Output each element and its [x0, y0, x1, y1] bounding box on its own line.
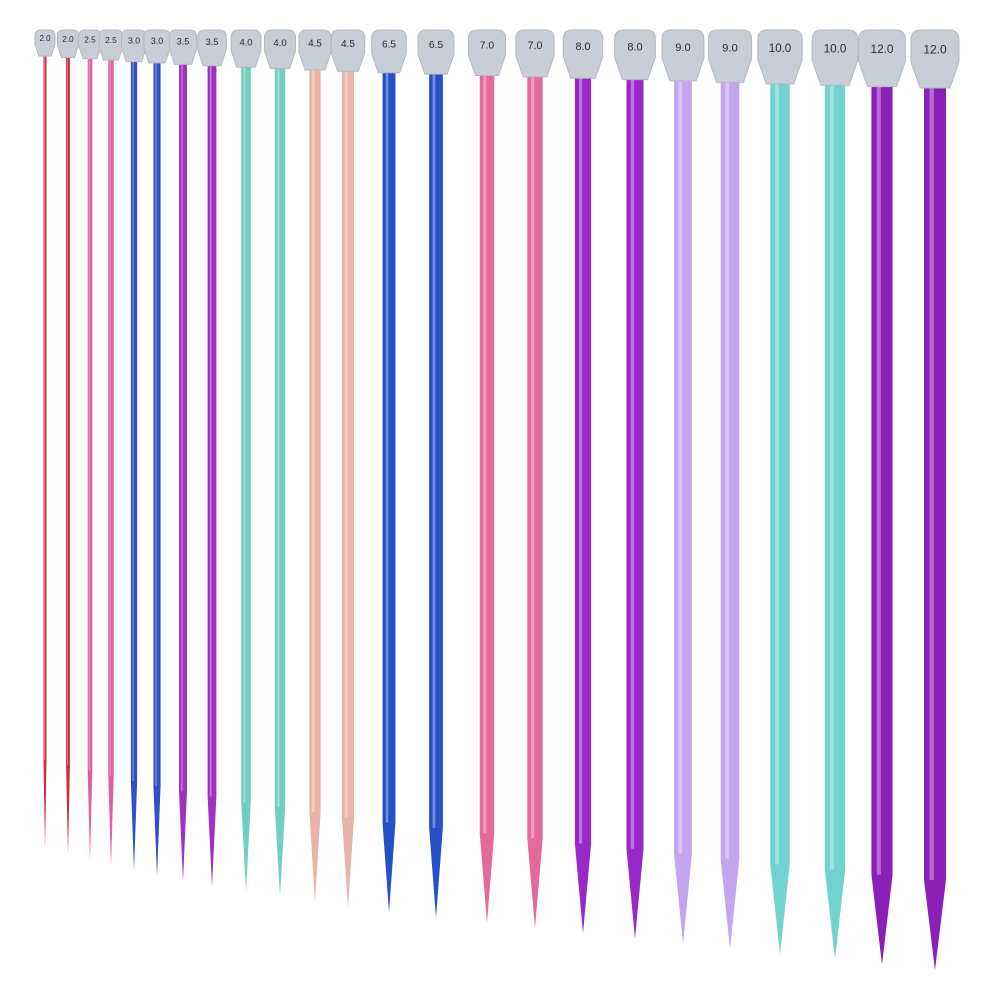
- needle-shaft: [309, 65, 321, 903]
- needle: 3.5: [197, 29, 227, 887]
- size-label: 4.5: [308, 39, 321, 50]
- needle: 4.0: [230, 29, 262, 892]
- needle-cap: [707, 29, 753, 83]
- needle-cap: [661, 29, 705, 82]
- needle-shaft: [130, 57, 138, 871]
- needle-cap: [858, 29, 906, 88]
- needle-shaft: [674, 77, 692, 944]
- needle-shaft: [241, 63, 251, 892]
- needle-shaft: [770, 79, 790, 955]
- needle: 4.5: [330, 29, 366, 908]
- needle: 2.5: [78, 29, 102, 861]
- needle-cap: [417, 29, 455, 75]
- needle: 10.0: [757, 29, 803, 955]
- needle-shaft: [720, 78, 740, 950]
- needle-shaft: [274, 64, 286, 897]
- needle-cap: [168, 29, 198, 65]
- needle: 6.5: [371, 29, 407, 913]
- size-label: 10.0: [824, 42, 847, 55]
- needle-cap: [811, 29, 859, 86]
- size-label: 2.5: [84, 34, 96, 44]
- needle-cap: [330, 29, 366, 72]
- needle: 2.5: [98, 29, 124, 866]
- needle: 8.0: [562, 29, 604, 934]
- needle-cap: [298, 29, 332, 71]
- needle: 12.0: [858, 29, 906, 965]
- needle-cap: [98, 29, 124, 61]
- size-label: 6.5: [429, 40, 444, 51]
- size-label: 3.0: [151, 36, 163, 46]
- needle: 7.0: [515, 29, 555, 929]
- size-label: 7.0: [528, 40, 543, 52]
- size-label: 2.0: [39, 34, 51, 43]
- needle-shaft: [153, 58, 161, 877]
- needle-shaft: [871, 82, 893, 965]
- needle-shaft: [341, 67, 355, 908]
- size-label: 4.5: [341, 39, 355, 50]
- needle: 2.0: [34, 29, 56, 850]
- needle-shaft: [43, 52, 47, 850]
- needle-cap: [121, 29, 147, 63]
- size-label: 4.0: [273, 38, 286, 49]
- needle-shaft: [66, 53, 70, 856]
- needle-cap: [562, 29, 604, 79]
- needle-shaft: [108, 56, 114, 866]
- needle: 9.0: [661, 29, 705, 944]
- needle: 10.0: [811, 29, 859, 960]
- needle: 8.0: [614, 29, 656, 939]
- size-label: 3.5: [177, 36, 190, 46]
- needle: 4.5: [298, 29, 332, 903]
- needle-cap: [230, 29, 262, 68]
- size-label: 4.0: [239, 36, 252, 47]
- needle-shaft: [574, 74, 592, 934]
- needle-cap: [371, 29, 407, 74]
- needle: 2.0: [56, 29, 80, 856]
- needle: 12.0: [910, 29, 960, 970]
- needle-cap: [264, 29, 296, 70]
- needle-cap: [78, 29, 102, 60]
- needle-shaft: [382, 68, 396, 913]
- needle-cap: [34, 29, 56, 57]
- needle-shaft: [626, 75, 644, 939]
- needle-cap: [143, 29, 171, 64]
- needle: 9.0: [707, 29, 753, 950]
- needle-set: 2.0 2.0 2.5 2.5 3.0 3.0 3.5 3.5 4.0 4.0 4.5 4.5 6.5 6…: [34, 29, 960, 970]
- needle-cap: [56, 29, 80, 58]
- needle: 3.0: [143, 29, 171, 877]
- needle-shaft: [429, 70, 443, 918]
- size-label: 3.5: [206, 37, 219, 47]
- needle-cap: [197, 29, 227, 67]
- size-label: 8.0: [575, 41, 590, 53]
- needle-shaft: [479, 71, 495, 924]
- needle-cap: [910, 29, 960, 89]
- needle-cap: [467, 29, 507, 76]
- size-label: 10.0: [769, 43, 791, 55]
- needle: 3.5: [168, 29, 198, 882]
- size-label: 9.0: [722, 42, 738, 54]
- size-label: 7.0: [480, 41, 495, 52]
- needle: 3.0: [121, 29, 147, 871]
- size-label: 12.0: [923, 42, 947, 56]
- needle-cap: [515, 29, 555, 78]
- needle-shaft: [87, 54, 93, 861]
- needle-shaft: [179, 60, 187, 882]
- needle-cap: [757, 29, 803, 85]
- size-label: 2.0: [62, 35, 74, 44]
- size-label: 3.0: [128, 35, 140, 45]
- needle: 6.5: [417, 29, 455, 918]
- size-label: 6.5: [382, 40, 396, 51]
- size-label: 8.0: [627, 41, 642, 53]
- needle-shaft: [527, 72, 543, 929]
- size-label: 12.0: [871, 42, 894, 56]
- size-label: 2.5: [105, 35, 117, 45]
- needle-cap: [614, 29, 656, 81]
- needle: 4.0: [264, 29, 296, 897]
- needle-shaft: [207, 61, 217, 887]
- needle: 7.0: [467, 29, 507, 924]
- size-label: 9.0: [675, 42, 690, 54]
- needle-shaft: [824, 81, 846, 960]
- needle-shaft: [924, 84, 946, 970]
